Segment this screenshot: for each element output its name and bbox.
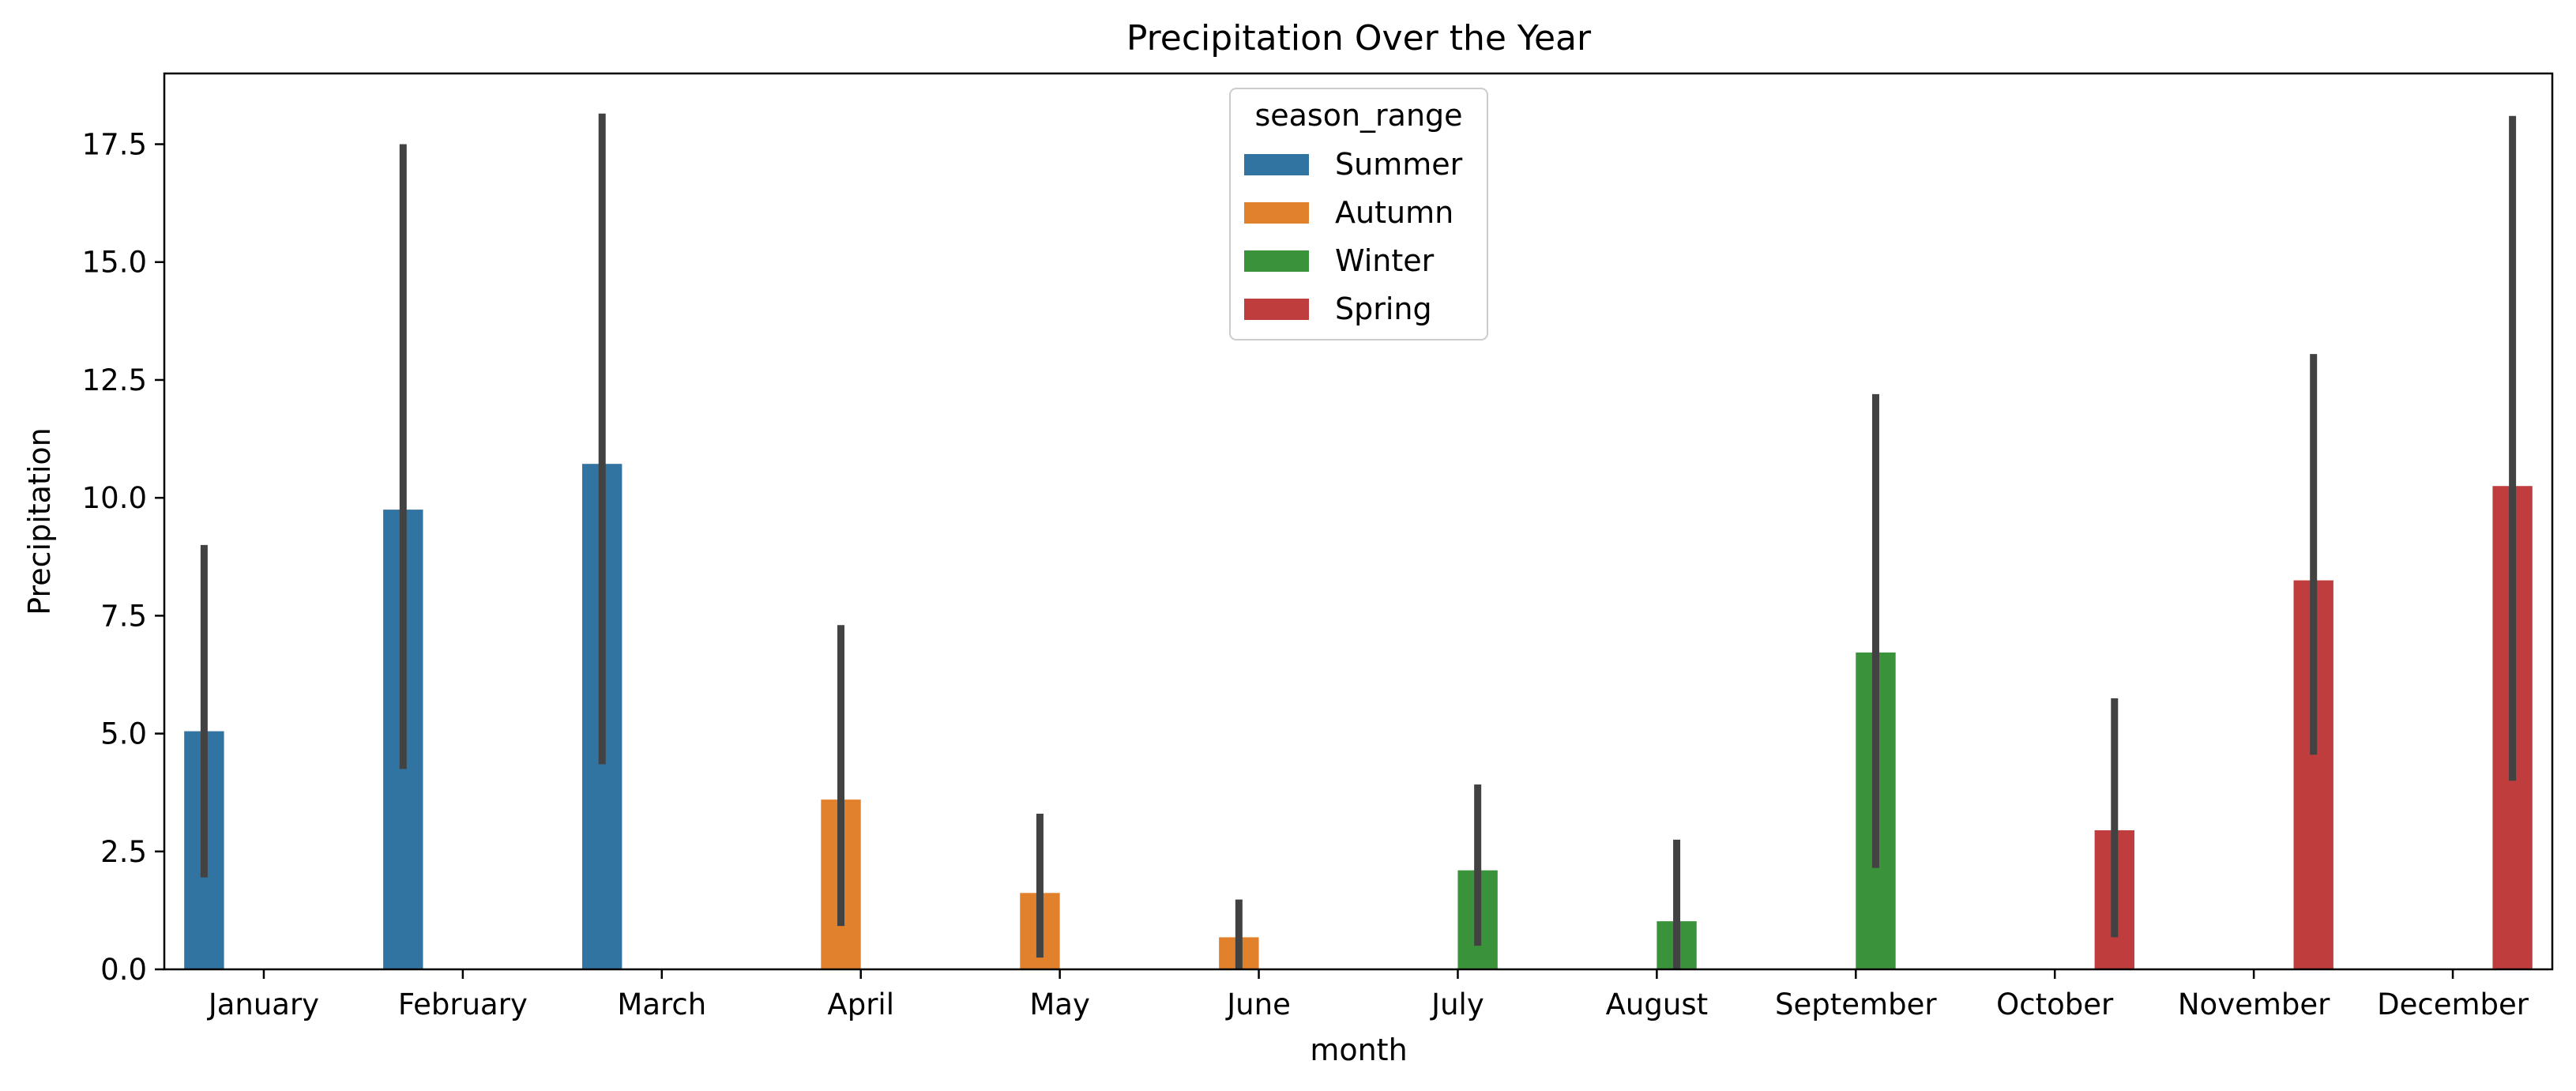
x-tick-label-january: January	[207, 988, 319, 1021]
legend-label-autumn: Autumn	[1335, 195, 1453, 230]
legend-label-spring: Spring	[1335, 292, 1432, 326]
y-tick-label: 5.0	[100, 717, 147, 751]
x-tick-label-august: August	[1606, 988, 1708, 1021]
y-tick-label: 12.5	[82, 363, 147, 397]
y-tick-label: 7.5	[100, 599, 147, 633]
x-tick-label-april: April	[827, 988, 894, 1021]
legend-swatch-summer	[1244, 154, 1309, 175]
x-ticks: January February March April May June July Augu…	[207, 969, 2529, 1021]
x-tick-label-july: July	[1430, 988, 1484, 1021]
legend-swatch-winter	[1244, 250, 1309, 272]
y-tick-label: 17.5	[82, 128, 147, 162]
y-tick-label: 10.0	[82, 481, 147, 515]
x-axis-label: month	[1310, 1033, 1407, 1067]
x-tick-label-february: February	[398, 988, 528, 1021]
y-axis-label: Precipitation	[22, 427, 57, 615]
x-tick-label-october: October	[1996, 988, 2114, 1021]
chart-title: Precipitation Over the Year	[1126, 18, 1592, 58]
x-tick-label-march: March	[617, 988, 706, 1021]
plot-frame	[163, 72, 2554, 971]
x-tick-label-november: November	[2178, 988, 2330, 1021]
legend-title: season_range	[1254, 98, 1462, 133]
legend-swatch-spring	[1244, 299, 1309, 320]
error-bars-layer	[200, 113, 2517, 969]
legend-box	[1229, 88, 1488, 340]
y-tick-label: 2.5	[100, 835, 147, 869]
y-tick-label: 15.0	[82, 246, 147, 280]
x-tick-label-june: June	[1225, 988, 1291, 1021]
x-tick-label-september: September	[1775, 988, 1937, 1021]
legend: season_range Summer Autumn Winter Spring	[1229, 88, 1488, 340]
x-tick-label-december: December	[2377, 988, 2529, 1021]
y-ticks: 0.0 2.5 5.0 7.5 10.0 12.5 15.0 17.5	[82, 128, 164, 987]
legend-label-summer: Summer	[1335, 147, 1463, 182]
bars-layer	[184, 464, 2533, 969]
x-tick-label-may: May	[1029, 988, 1090, 1021]
legend-label-winter: Winter	[1335, 243, 1435, 278]
legend-swatch-autumn	[1244, 202, 1309, 224]
y-tick-label: 0.0	[100, 953, 147, 987]
